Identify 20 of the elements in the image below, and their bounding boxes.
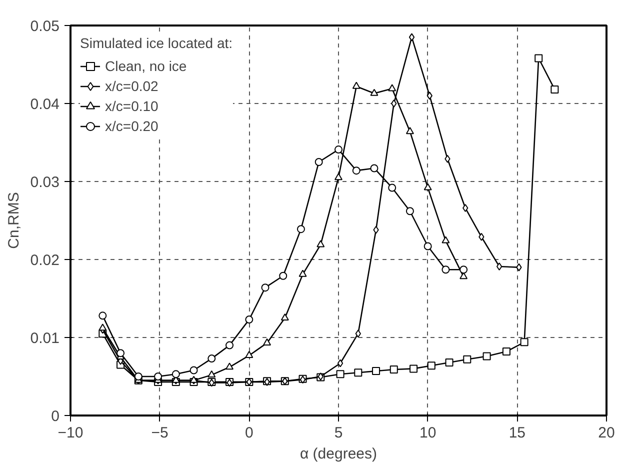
x-axis-title: α (degrees)	[300, 446, 378, 462]
y-tick-label: 0.03	[30, 174, 60, 191]
legend-label: Clean, no ice	[105, 58, 187, 74]
legend-label: x/c=0.10	[105, 98, 158, 114]
legend-label: x/c=0.02	[105, 78, 158, 94]
x-tick-label: 10	[419, 424, 436, 442]
x-tick-label: 20	[598, 424, 615, 442]
x-tick-label: −10	[58, 424, 84, 442]
y-tick-label: 0.04	[30, 96, 60, 113]
y-tick-label: 0.01	[30, 330, 60, 347]
y-axis-title: Cn,RMS	[5, 192, 22, 249]
x-tick-label: 15	[508, 424, 526, 442]
y-tick-label: 0.02	[30, 252, 60, 269]
x-tick-label: −5	[151, 424, 168, 442]
legend-label: x/c=0.20	[105, 118, 158, 134]
y-tick-label: 0.05	[30, 18, 60, 35]
x-tick-label: 5	[334, 424, 343, 442]
legend-title: Simulated ice located at:	[80, 35, 233, 51]
x-tick-label: 0	[244, 424, 254, 442]
y-tick-label: 0	[51, 408, 60, 425]
